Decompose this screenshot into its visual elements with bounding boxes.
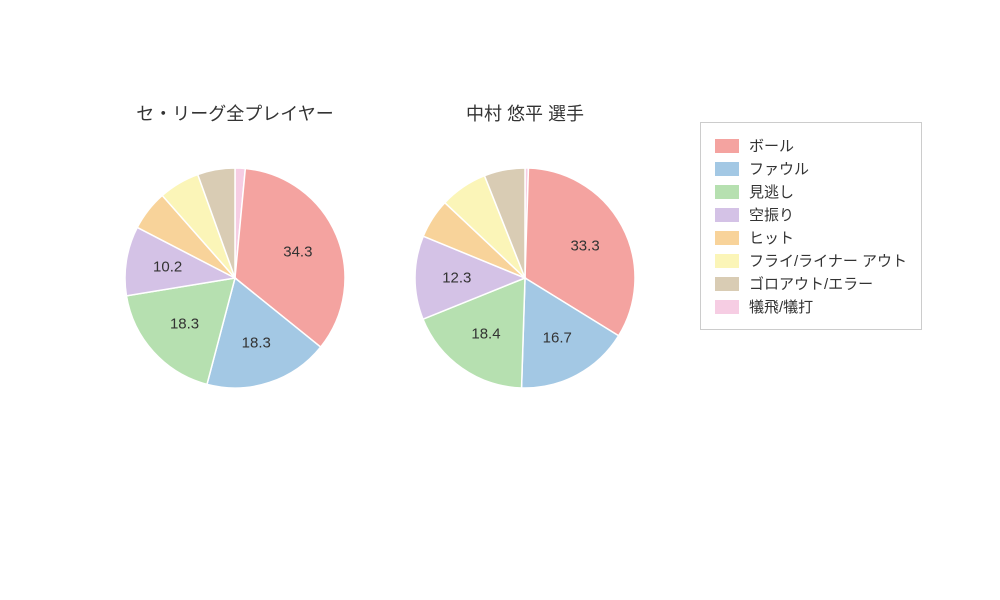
legend-swatch-foul — [715, 162, 739, 176]
pie-title-player: 中村 悠平 選手 — [385, 100, 665, 126]
pie-label-player-swing: 12.3 — [442, 269, 471, 286]
pie-label-league-foul: 18.3 — [242, 334, 271, 351]
pie-chart-league: セ・リーグ全プレイヤー 34.3 18.3 18.3 10.2 — [95, 100, 375, 418]
chart-container: セ・リーグ全プレイヤー 34.3 18.3 18.3 10.2 中村 悠平 選手 33.3 1… — [0, 0, 1000, 600]
legend-item-miss: 見逃し — [715, 181, 907, 202]
legend-swatch-swing — [715, 208, 739, 222]
legend-item-ball: ボール — [715, 135, 907, 156]
legend-item-swing: 空振り — [715, 204, 907, 225]
legend-label-flyout: フライ/ライナー アウト — [749, 250, 907, 271]
pie-svg-league — [95, 138, 375, 418]
pie-label-league-swing: 10.2 — [153, 259, 182, 276]
pie-label-league-ball: 34.3 — [283, 243, 312, 260]
pie-svg-player — [385, 138, 665, 418]
pie-label-player-ball: 33.3 — [570, 237, 599, 254]
pie-title-league: セ・リーグ全プレイヤー — [95, 100, 375, 126]
legend-swatch-sacrifice — [715, 300, 739, 314]
pie-label-league-miss: 18.3 — [170, 315, 199, 332]
legend-item-groundout: ゴロアウト/エラー — [715, 273, 907, 294]
legend-item-sacrifice: 犠飛/犠打 — [715, 296, 907, 317]
legend-label-foul: ファウル — [749, 158, 809, 179]
legend-label-sacrifice: 犠飛/犠打 — [749, 296, 813, 317]
legend-label-hit: ヒット — [749, 227, 794, 248]
legend-label-swing: 空振り — [749, 204, 794, 225]
pie-label-player-miss: 18.4 — [471, 325, 500, 342]
legend-label-groundout: ゴロアウト/エラー — [749, 273, 873, 294]
legend-swatch-ball — [715, 139, 739, 153]
legend-swatch-miss — [715, 185, 739, 199]
legend-item-flyout: フライ/ライナー アウト — [715, 250, 907, 271]
legend-label-ball: ボール — [749, 135, 794, 156]
legend-label-miss: 見逃し — [749, 181, 794, 202]
legend-swatch-flyout — [715, 254, 739, 268]
pie-holder-player: 33.3 16.7 18.4 12.3 — [385, 138, 665, 418]
legend: ボールファウル見逃し空振りヒットフライ/ライナー アウトゴロアウト/エラー犠飛/… — [700, 122, 922, 330]
pie-label-player-foul: 16.7 — [543, 330, 572, 347]
legend-item-hit: ヒット — [715, 227, 907, 248]
legend-item-foul: ファウル — [715, 158, 907, 179]
legend-swatch-groundout — [715, 277, 739, 291]
legend-swatch-hit — [715, 231, 739, 245]
pie-holder-league: 34.3 18.3 18.3 10.2 — [95, 138, 375, 418]
pie-chart-player: 中村 悠平 選手 33.3 16.7 18.4 12.3 — [385, 100, 665, 418]
